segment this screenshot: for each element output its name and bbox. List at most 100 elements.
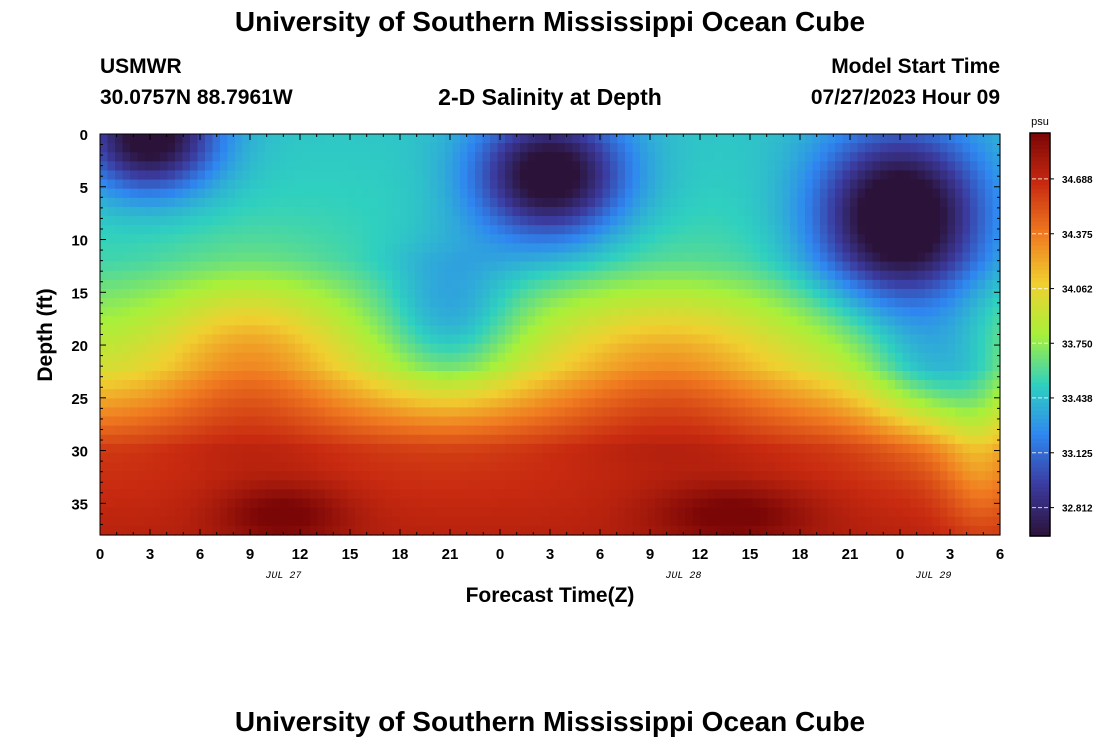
heatmap-cell — [497, 252, 506, 263]
heatmap-cell — [670, 143, 679, 153]
heatmap-cell — [272, 370, 281, 381]
heatmap-cell — [842, 452, 851, 463]
heatmap-cell — [250, 425, 259, 436]
heatmap-cell — [445, 343, 454, 354]
heatmap-cell — [812, 480, 821, 491]
heatmap-cell — [220, 134, 229, 144]
heatmap-cell — [670, 206, 679, 217]
heatmap-cell — [700, 279, 709, 290]
heatmap-cell — [460, 179, 469, 190]
heatmap-cell — [467, 352, 476, 363]
heatmap-cell — [557, 516, 566, 527]
heatmap-cell — [190, 161, 199, 172]
heatmap-cell — [167, 234, 176, 244]
heatmap-cell — [527, 279, 536, 290]
heatmap-cell — [775, 161, 784, 172]
heatmap-cell — [752, 234, 761, 244]
heatmap-cell — [602, 489, 611, 500]
heatmap-cell — [692, 288, 701, 299]
heatmap-cell — [302, 170, 311, 181]
heatmap-cell — [572, 270, 581, 281]
heatmap-cell — [565, 489, 574, 500]
heatmap-cell — [490, 279, 499, 290]
heatmap-cell — [617, 489, 626, 500]
heatmap-cell — [707, 389, 716, 399]
heatmap-cell — [820, 288, 829, 299]
heatmap-cell — [715, 452, 724, 463]
heatmap-cell — [662, 452, 671, 463]
heatmap-cell — [280, 325, 289, 336]
heatmap-cell — [250, 243, 259, 254]
heatmap-cell — [182, 516, 191, 527]
heatmap-cell — [482, 434, 491, 445]
heatmap-cell — [565, 252, 574, 263]
heatmap-cell — [280, 389, 289, 399]
heatmap-cell — [467, 370, 476, 381]
heatmap-cell — [917, 270, 926, 281]
heatmap-cell — [272, 279, 281, 290]
heatmap-cell — [430, 270, 439, 281]
heatmap-cell — [212, 407, 221, 418]
heatmap-cell — [767, 443, 776, 454]
heatmap-cell — [385, 507, 394, 518]
heatmap-cell — [385, 525, 394, 536]
heatmap-cell — [602, 316, 611, 326]
heatmap-cell — [415, 343, 424, 354]
heatmap-cell — [347, 316, 356, 326]
heatmap-cell — [745, 443, 754, 454]
heatmap-cell — [602, 179, 611, 190]
heatmap-cell — [610, 279, 619, 290]
heatmap-cell — [122, 170, 131, 181]
heatmap-cell — [400, 380, 409, 390]
heatmap-cell — [137, 206, 146, 217]
heatmap-cell — [520, 243, 529, 254]
heatmap-cell — [242, 389, 251, 399]
heatmap-cell — [430, 352, 439, 363]
heatmap-cell — [767, 507, 776, 518]
heatmap-cell — [137, 352, 146, 363]
heatmap-cell — [887, 398, 896, 409]
heatmap-cell — [835, 498, 844, 509]
heatmap-cell — [595, 380, 604, 390]
heatmap-cell — [535, 434, 544, 445]
heatmap-cell — [872, 225, 881, 235]
heatmap-cell — [175, 398, 184, 409]
heatmap-cell — [212, 243, 221, 254]
heatmap-cell — [677, 143, 686, 153]
heatmap-cell — [745, 179, 754, 190]
heatmap-cell — [767, 525, 776, 536]
heatmap-cell — [182, 389, 191, 399]
heatmap-cell — [910, 452, 919, 463]
heatmap-cell — [467, 452, 476, 463]
heatmap-cell — [182, 279, 191, 290]
heatmap-cell — [265, 216, 274, 226]
heatmap-cell — [407, 252, 416, 263]
heatmap-cell — [647, 370, 656, 381]
heatmap-cell — [625, 298, 634, 308]
heatmap-cell — [190, 288, 199, 299]
heatmap-cell — [542, 507, 551, 518]
heatmap-cell — [880, 398, 889, 409]
heatmap-cell — [347, 507, 356, 518]
heatmap-cell — [850, 516, 859, 527]
heatmap-cell — [265, 507, 274, 518]
heatmap-cell — [497, 270, 506, 281]
heatmap-cell — [370, 334, 379, 345]
heatmap-cell — [280, 261, 289, 272]
heatmap-cell — [310, 216, 319, 226]
heatmap-cell — [100, 152, 109, 162]
heatmap-cell — [812, 270, 821, 281]
heatmap-cell — [745, 525, 754, 536]
heatmap-cell — [257, 298, 266, 308]
heatmap-cell — [820, 452, 829, 463]
heatmap-cell — [842, 143, 851, 153]
heatmap-cell — [752, 416, 761, 427]
heatmap-cell — [797, 316, 806, 326]
heatmap-cell — [415, 507, 424, 518]
heatmap-cell — [295, 361, 304, 372]
heatmap-cell — [812, 489, 821, 500]
heatmap-cell — [857, 398, 866, 409]
heatmap-cell — [850, 334, 859, 345]
heatmap-cell — [310, 188, 319, 199]
heatmap-cell — [700, 225, 709, 235]
